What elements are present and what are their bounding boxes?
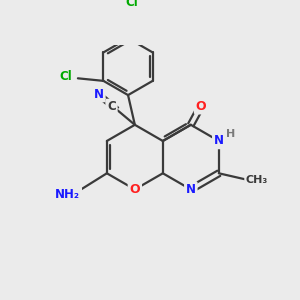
Text: N: N [94,88,104,100]
Text: Cl: Cl [60,70,72,83]
Text: N: N [186,183,196,196]
Text: O: O [130,183,140,196]
Text: NH₂: NH₂ [55,188,80,201]
Text: CH₃: CH₃ [246,175,268,185]
Text: O: O [196,100,206,112]
Text: Cl: Cl [125,0,138,9]
Text: N: N [214,134,224,148]
Text: H: H [226,129,235,139]
Text: C: C [107,100,116,113]
